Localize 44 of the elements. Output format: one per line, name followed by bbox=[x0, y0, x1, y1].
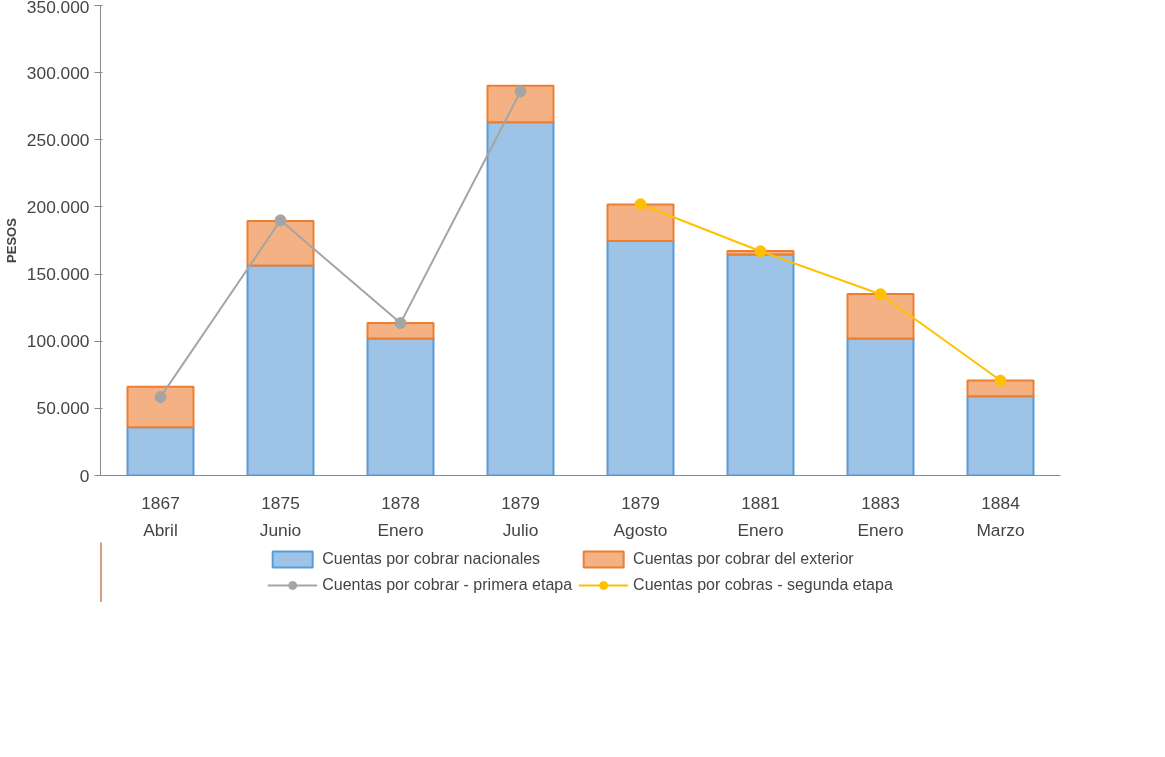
category-label: 1883 Enero bbox=[857, 492, 904, 540]
y-tick-label: 300.000 bbox=[26, 62, 90, 83]
category-label: 1878 Enero bbox=[377, 492, 424, 540]
bar bbox=[486, 84, 555, 124]
bar bbox=[366, 322, 435, 340]
y-tick-label: 0 bbox=[79, 465, 90, 486]
bar bbox=[246, 219, 315, 267]
bar bbox=[966, 379, 1035, 398]
y-tick-label: 50.000 bbox=[36, 398, 90, 419]
bar bbox=[126, 426, 195, 476]
legend-label: Cuentas por cobrar del exterior bbox=[633, 550, 854, 568]
bar bbox=[846, 337, 915, 476]
category-label: 1881 Enero bbox=[737, 492, 784, 540]
legend-label: Cuentas por cobrar nacionales bbox=[322, 550, 541, 568]
legend-label: Cuentas por cobrar - primera etapa bbox=[322, 576, 573, 594]
point bbox=[994, 374, 1007, 387]
category-label: 1879 Julio bbox=[501, 492, 540, 540]
y-tick-label: 150.000 bbox=[26, 264, 90, 285]
bar bbox=[846, 292, 915, 340]
legend-label: Cuentas por cobras - segunda etapa bbox=[633, 576, 893, 594]
point bbox=[154, 391, 167, 404]
y-tick-label: 250.000 bbox=[26, 129, 90, 150]
bar bbox=[606, 203, 675, 242]
category-label: 1879 Agosto bbox=[613, 492, 668, 540]
y-tick-label: 200.000 bbox=[26, 196, 90, 217]
y-tick-label: 100.000 bbox=[26, 331, 90, 352]
category-label: 1884 Marzo bbox=[976, 492, 1025, 540]
point bbox=[754, 245, 767, 258]
category-label: 1867 Abril bbox=[141, 492, 180, 540]
point bbox=[274, 214, 287, 227]
bar bbox=[246, 264, 315, 476]
point bbox=[394, 317, 407, 330]
bar bbox=[606, 239, 675, 476]
bar bbox=[366, 337, 435, 476]
point bbox=[514, 85, 527, 98]
bar bbox=[966, 395, 1035, 476]
point bbox=[634, 198, 647, 211]
point bbox=[874, 288, 887, 301]
bar bbox=[726, 253, 795, 476]
bar bbox=[126, 385, 195, 429]
bar bbox=[486, 121, 555, 476]
category-label: 1875 Junio bbox=[259, 492, 302, 540]
y-axis-title: PESOS bbox=[3, 217, 19, 263]
y-tick-label: 350.000 bbox=[26, 0, 90, 17]
